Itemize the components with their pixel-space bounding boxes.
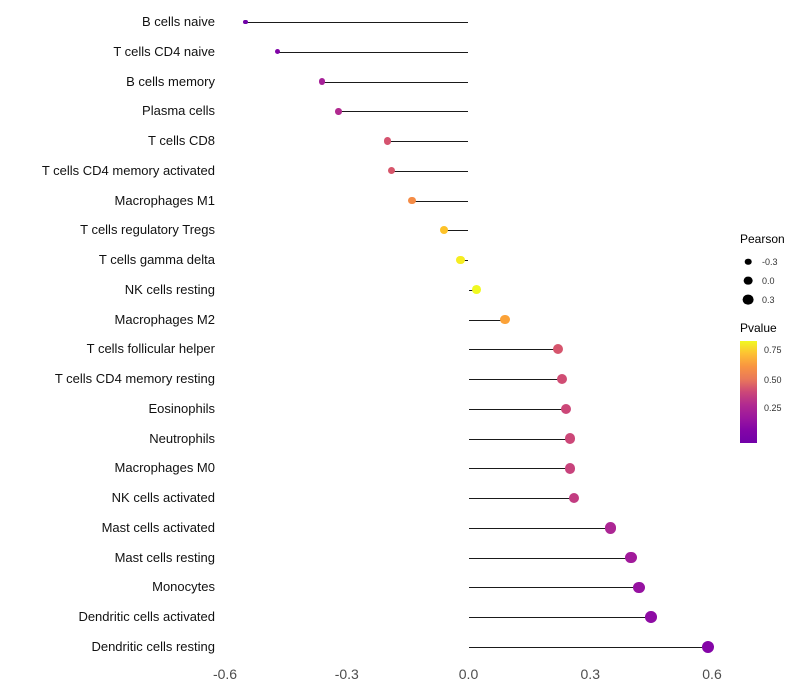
category-label: Plasma cells: [142, 103, 215, 119]
colorbar-tick-label: 0.50: [764, 374, 782, 385]
category-label: Neutrophils: [149, 430, 215, 446]
legend-pvalue-title: Pvalue: [740, 321, 777, 335]
x-tick-label: 0.0: [458, 666, 479, 682]
data-point: [456, 255, 465, 265]
category-label: Mast cells resting: [114, 549, 215, 565]
data-point: [625, 551, 637, 564]
data-point: [242, 19, 248, 25]
category-label: T cells CD8: [148, 133, 215, 149]
x-tick-label: 0.3: [580, 666, 600, 682]
legend-size-dot: [742, 294, 754, 305]
legend-size-label: -0.3: [762, 256, 778, 267]
data-point: [552, 344, 563, 355]
stem-line: [411, 200, 469, 202]
data-point: [556, 373, 567, 385]
stem-line: [468, 498, 575, 500]
legend-size-item: 0.0: [740, 271, 800, 290]
data-point: [701, 640, 715, 654]
data-point: [387, 167, 396, 175]
category-label: T cells CD4 memory resting: [54, 371, 215, 387]
pvalue-colorbar: [740, 341, 757, 443]
stem-line: [468, 557, 631, 559]
x-tick-label: -0.3: [334, 666, 359, 682]
category-label: T cells CD4 memory activated: [41, 162, 215, 178]
stem-line: [468, 319, 506, 321]
category-label: NK cells resting: [124, 281, 215, 297]
data-point: [407, 196, 416, 205]
data-point: [564, 463, 576, 474]
data-point: [500, 314, 510, 325]
stem-line: [468, 587, 639, 589]
legend-size-item: 0.3: [740, 290, 800, 309]
legend-size-items: -0.3 0.0 0.3: [740, 252, 800, 309]
stem-line: [277, 51, 469, 53]
legend-size-label: 0.3: [762, 294, 775, 305]
data-point: [335, 108, 342, 115]
stem-line: [468, 408, 566, 410]
category-label: Macrophages M2: [114, 311, 215, 327]
data-point: [604, 522, 617, 534]
legend-colorbar-wrap: 0.75 0.50 0.25: [740, 341, 800, 443]
stem-line: [468, 647, 708, 648]
legend-pearson-title: Pearson: [740, 232, 785, 246]
stem-line: [387, 141, 469, 143]
legend-size-dot: [743, 276, 753, 285]
category-label: Mast cells activated: [101, 519, 215, 535]
stem-line: [245, 22, 469, 23]
data-point: [564, 433, 576, 444]
colorbar-tick-label: 0.75: [764, 345, 782, 356]
data-point: [383, 137, 391, 145]
stem-line: [468, 468, 570, 470]
category-label: Dendritic cells activated: [78, 609, 215, 625]
category-label: T cells gamma delta: [98, 252, 215, 268]
data-point: [275, 49, 281, 55]
data-point: [472, 285, 482, 295]
category-label: Dendritic cells resting: [91, 639, 215, 654]
category-label: Eosinophils: [148, 400, 216, 416]
stem-line: [468, 379, 562, 381]
stem-line: [468, 617, 652, 619]
chart-legend: Pearson -0.3 0.0 0.3 Pvalue 0.75 0.50 0.25: [740, 232, 800, 443]
category-label: Macrophages M1: [114, 192, 215, 208]
legend-size-item: -0.3: [740, 252, 800, 271]
category-label: Monocytes: [152, 579, 215, 595]
colorbar-tick-label: 0.25: [764, 403, 782, 414]
category-label: T cells follicular helper: [86, 341, 215, 357]
stem-line: [444, 230, 469, 232]
category-label: NK cells activated: [111, 490, 215, 506]
stem-line: [322, 81, 469, 83]
data-point: [319, 78, 326, 85]
data-point: [440, 226, 449, 235]
category-label: B cells memory: [126, 73, 215, 89]
data-point: [568, 492, 580, 504]
legend-size-label: 0.0: [762, 275, 775, 286]
data-point: [560, 403, 572, 415]
stem-line: [468, 438, 570, 440]
stem-line: [468, 527, 611, 529]
x-tick-label: -0.6: [212, 666, 238, 682]
legend-size-dot: [744, 258, 752, 265]
stem-line: [338, 111, 469, 113]
x-tick-label: 0.6: [702, 666, 722, 682]
category-label: Macrophages M0: [114, 460, 215, 476]
stem-line: [391, 170, 469, 172]
category-label: T cells regulatory Tregs: [80, 222, 215, 238]
category-label: B cells naive: [142, 14, 215, 29]
category-label: T cells CD4 naive: [113, 43, 215, 59]
data-point: [633, 581, 645, 594]
stem-line: [468, 349, 558, 351]
data-point: [645, 611, 658, 624]
